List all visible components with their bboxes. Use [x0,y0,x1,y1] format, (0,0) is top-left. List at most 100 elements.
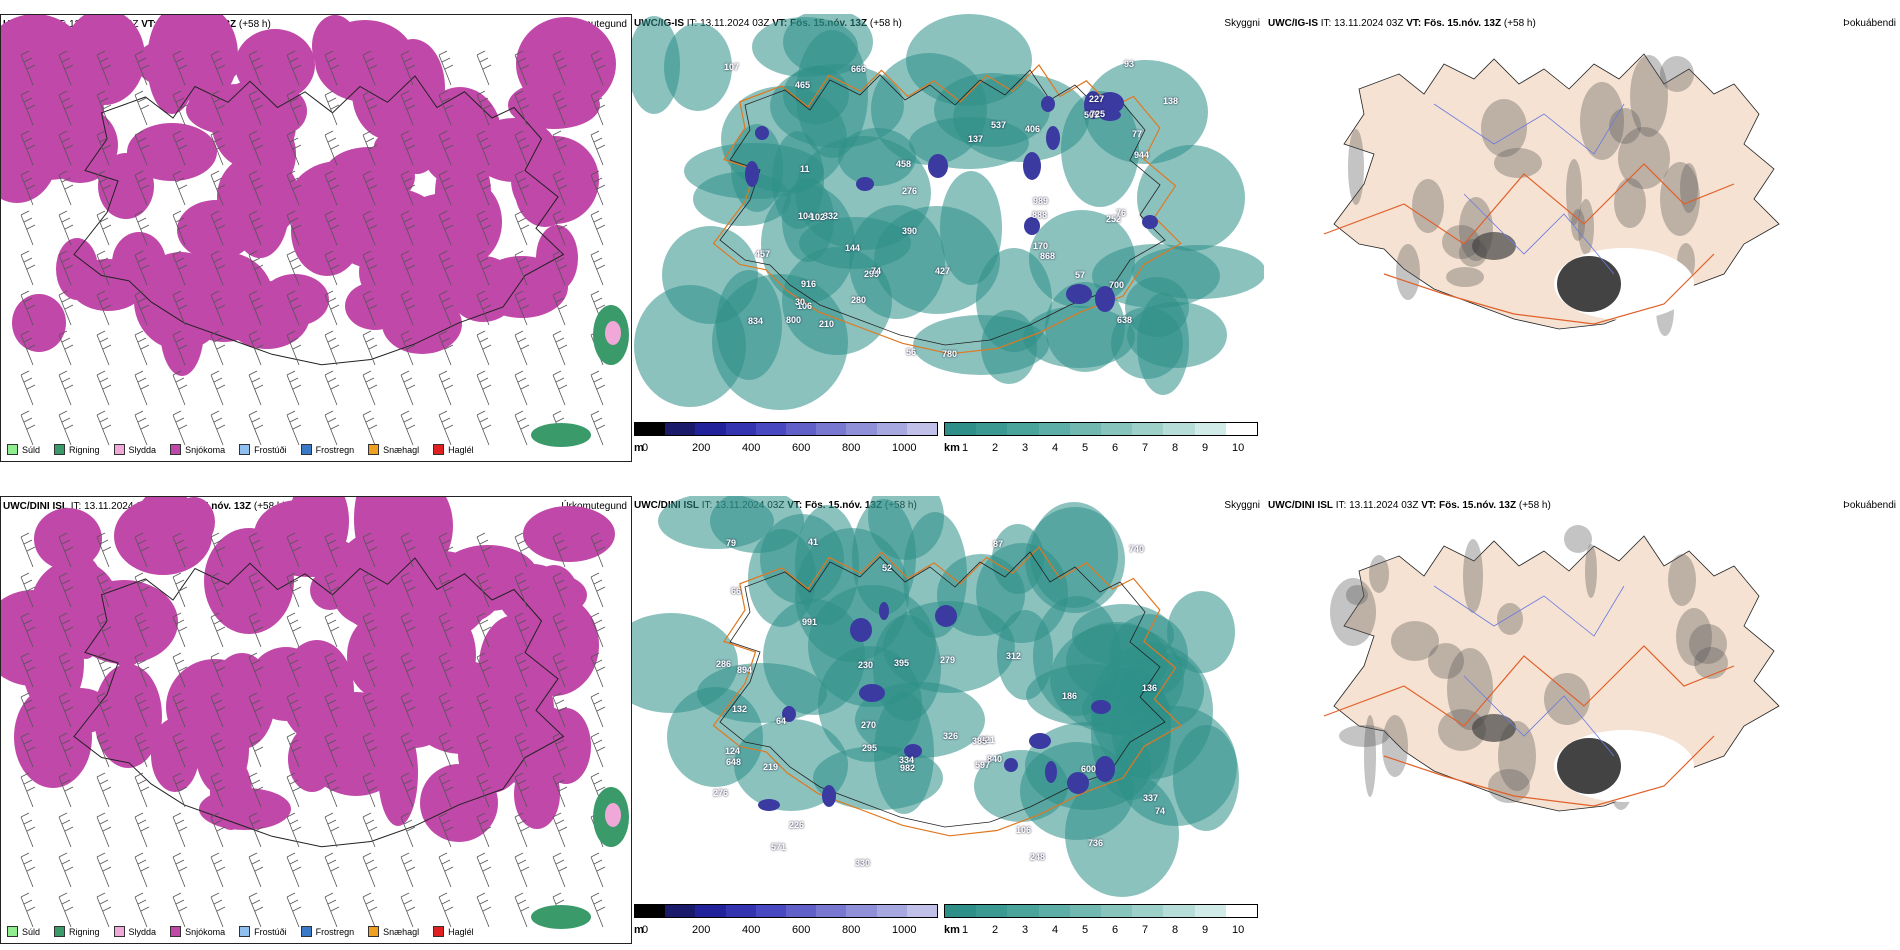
legend-item: Frostúði [239,444,287,455]
visibility-tick: 9 [1202,924,1209,936]
cloud-base-label: 458 [896,159,912,169]
visibility-panel: UWC/DINI ISL IT: 13.11.2024 03Z VT: Fös.… [632,496,1264,944]
cloud-base-label: 286 [716,659,732,669]
cloud-base-label: 77 [1132,129,1143,139]
cloud-base-label: 74 [871,266,882,276]
cloud-base-label: 597 [975,760,991,770]
snow-areas [1,497,615,842]
cloud-base-ticks: 0 200 400 600 800 1000 [642,442,942,454]
cloud-base-label: 226 [789,820,805,830]
legend-item: Snæhagl [368,926,419,937]
cloud-base-tick: 0 [642,442,649,454]
cloud-base-label: 227 [1089,94,1105,104]
legend-item: Snjókoma [170,926,225,937]
legend-swatch [433,926,445,937]
fog-map [1323,53,1780,336]
cloud-base-label: 991 [802,617,818,627]
visibility-title: Skyggni [1224,18,1260,29]
legend-swatch [113,926,125,937]
precip-title: Úrkomutegund [561,501,627,512]
fog-index-panel: UWC/DINI ISL IT: 13.11.2024 03Z VT: Fös.… [1264,496,1900,944]
cloud-base-label: 74 [1155,806,1166,816]
legend-label: Rigning [69,444,100,455]
cloud-base-label: 76 [1116,208,1127,218]
visibility-tick: 8 [1172,442,1179,454]
legend-label: Frostúði [254,926,287,937]
cloud-base-label: 982 [900,763,916,773]
legend-label: Slydda [128,926,157,937]
legend-item: Slydda [113,926,157,937]
fog-header: UWC/DINI ISL IT: 13.11.2024 03Z VT: Fös.… [1268,500,1551,511]
cloud-base-unit: m [634,924,644,936]
visibility-tick: 7 [1142,924,1149,936]
legend-label: Haglél [448,926,474,937]
cloud-base-label: 505 [1084,110,1100,120]
precip-map [1,15,631,461]
cloud-base-label: 334 [899,755,915,765]
cloud-base-label: 276 [713,788,729,798]
visibility-map [632,496,1239,897]
visibility-tick: 4 [1052,442,1059,454]
legend-label: Snjókoma [185,444,226,455]
legend-label: Frostregn [315,444,355,455]
cloud-base-label: 894 [737,665,753,675]
cloud-base-label: 800 [786,315,802,325]
visibility-unit: km [944,924,960,936]
legend-label: Snjókoma [185,926,226,937]
legend-swatch [113,444,125,455]
visibility-tick: 1 [962,924,969,936]
cloud-base-label: 457 [755,249,771,259]
cloud-base-label: 648 [726,757,742,767]
legend-swatch [239,926,251,937]
legend-label: Frostregn [315,926,355,937]
cloud-base-label: 332 [823,211,839,221]
fog-map [1323,525,1780,812]
cloud-base-tick: 200 [692,924,711,936]
cloud-base-label: 736 [1088,838,1104,848]
cloud-base-label: 326 [943,731,959,741]
cloud-base-label: 390 [902,226,918,236]
cloud-base-label: 312 [1006,651,1022,661]
cloud-base-label: 270 [861,720,877,730]
visibility-tick: 2 [992,442,999,454]
cloud-base-unit: m [634,442,644,454]
legend-swatch [239,444,251,455]
cloud-base-label: 219 [763,762,779,772]
cloud-base-label: 916 [801,279,817,289]
precip-map [1,497,631,943]
cloud-base-label: 571 [771,842,787,852]
legend-swatch [170,926,182,937]
legend-label: Súld [22,926,41,937]
visibility-ticks: 1 2 3 4 5 6 7 8 9 10 [962,924,1262,936]
visibility-title: Skyggni [1224,500,1260,511]
cloud-base-label: 11 [800,164,810,174]
cloud-base-label: 295 [864,269,880,279]
visibility-tick: 9 [1202,442,1209,454]
cloud-base-label: 210 [819,319,835,329]
fog-index-panel: UWC/IG-IS IT: 13.11.2024 03Z VT: Fös. 15… [1264,14,1900,462]
precip-title: Úrkomutegund [561,19,627,30]
cloud-base-label: 295 [862,743,878,753]
visibility-colorbar [944,422,1258,436]
visibility-tick: 6 [1112,442,1119,454]
legend-label: Rigning [69,926,100,937]
cloud-base-tick: 800 [842,924,861,936]
fog-title: Þokuábendi [1843,500,1896,511]
legend-item: Haglél [433,926,474,937]
legend-item: Frostregn [300,444,355,455]
legend-label: Súld [22,444,41,455]
cloud-base-tick: 400 [742,924,761,936]
cloud-base-label: 104 [798,211,814,221]
wind-barbs [20,532,606,928]
legend-label: Snæhagl [383,444,420,455]
cloud-base-label: 406 [1025,124,1041,134]
legend-swatch [7,926,18,937]
legend-label: Slydda [128,444,157,455]
visibility-tick: 7 [1142,442,1149,454]
cloud-base-label: 57 [1075,270,1086,280]
legend-item: Snæhagl [368,444,419,455]
legend-item: Slydda [113,444,157,455]
legend-swatch [170,444,182,455]
legend-swatch [433,444,445,455]
cloud-base-label: 780 [942,349,958,359]
